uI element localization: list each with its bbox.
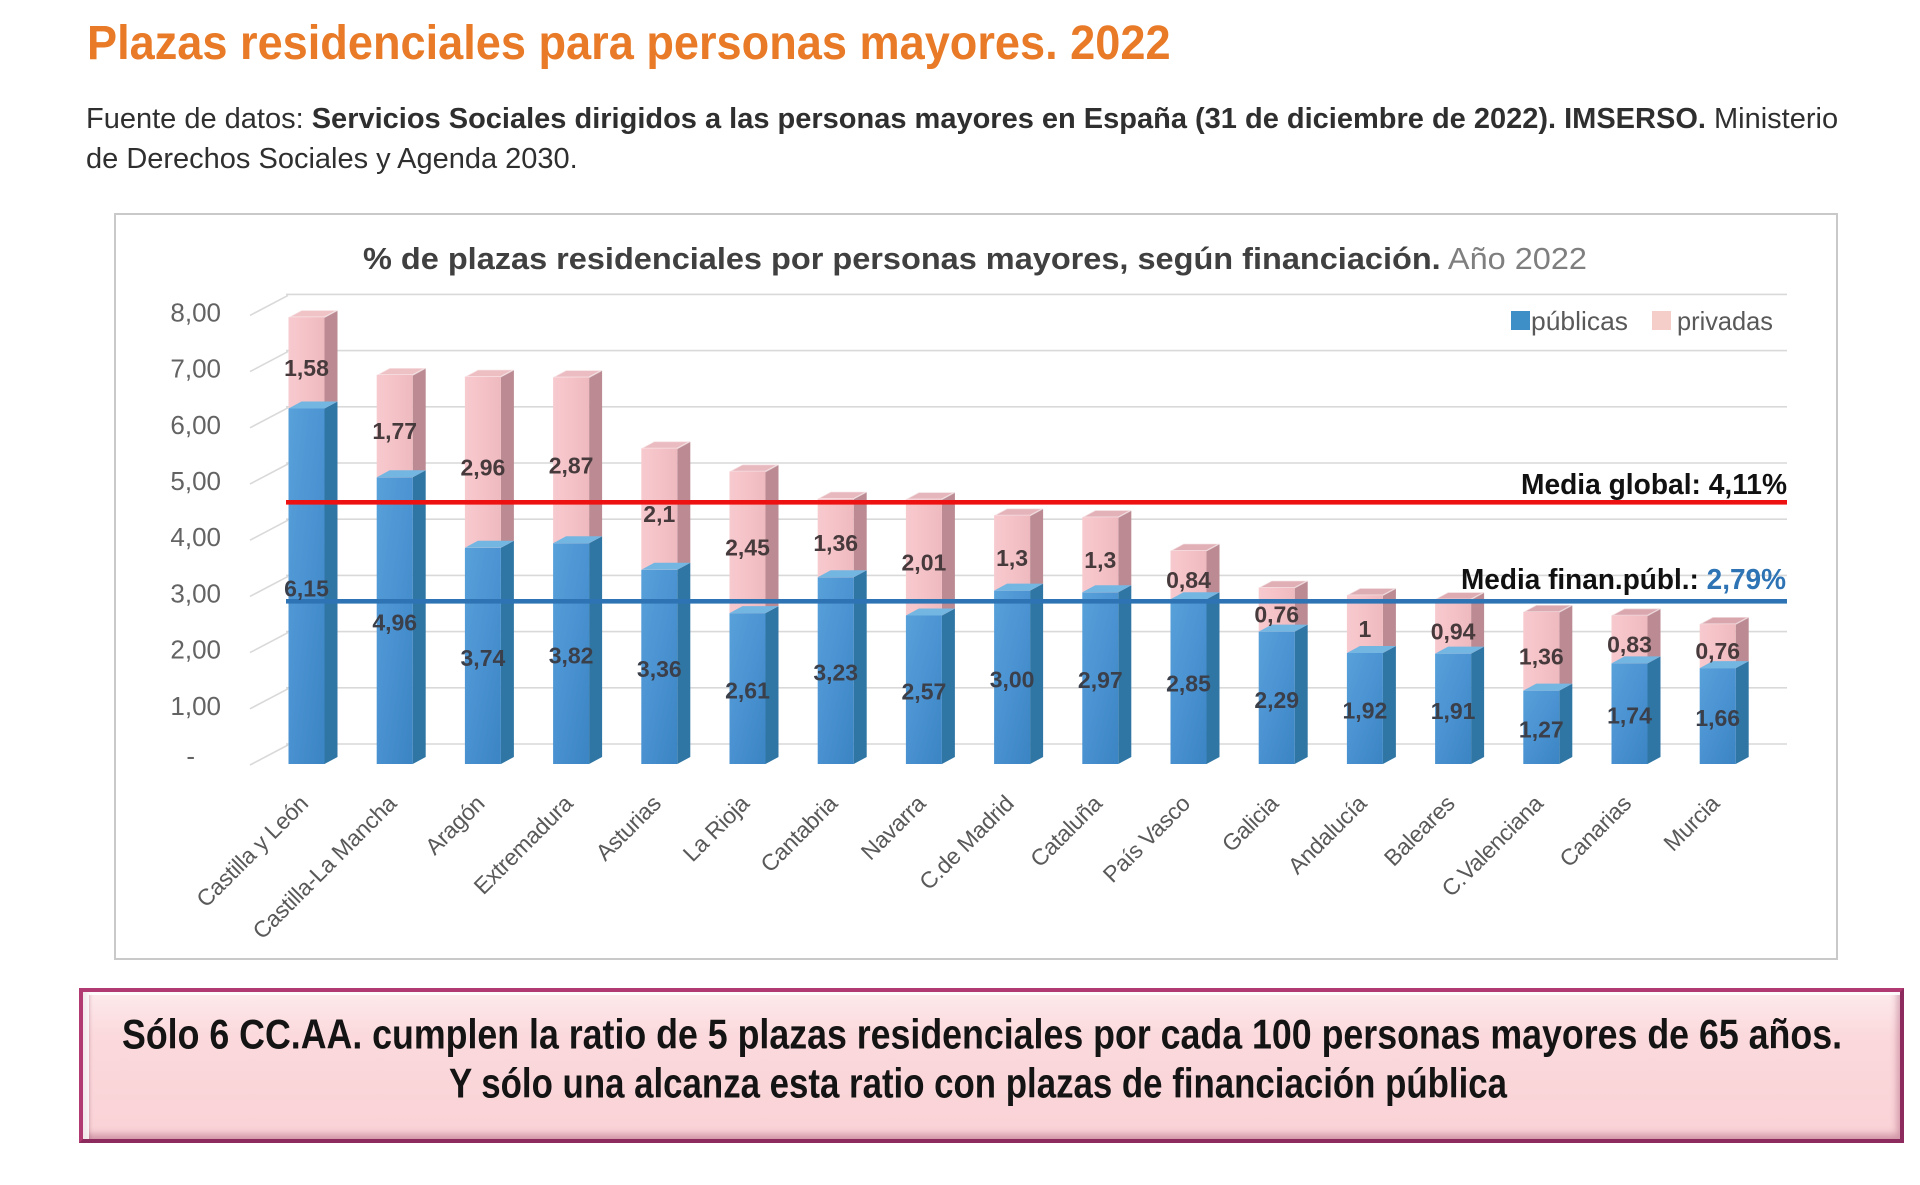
svg-text:1,77: 1,77 <box>372 418 417 444</box>
svg-text:2,96: 2,96 <box>461 454 506 480</box>
svg-text:2,61: 2,61 <box>725 678 770 704</box>
svg-text:1,36: 1,36 <box>813 530 858 556</box>
svg-text:3,00: 3,00 <box>990 666 1035 692</box>
svg-text:1,3: 1,3 <box>1084 547 1116 573</box>
svg-text:6,00: 6,00 <box>170 410 221 440</box>
svg-text:1,74: 1,74 <box>1607 703 1652 729</box>
svg-text:0,76: 0,76 <box>1254 602 1299 628</box>
svg-text:6,15: 6,15 <box>284 575 329 601</box>
svg-text:Sólo 6 CC.AA. cumplen la ratio: Sólo 6 CC.AA. cumplen la ratio de 5 plaz… <box>122 1011 1842 1058</box>
svg-text:2,85: 2,85 <box>1166 671 1211 697</box>
svg-text:Media global: 4,11%: Media global: 4,11% <box>1521 469 1787 501</box>
svg-text:públicas: públicas <box>1531 306 1628 336</box>
svg-text:7,00: 7,00 <box>170 354 221 384</box>
svg-text:2,87: 2,87 <box>549 452 594 478</box>
svg-text:1,92: 1,92 <box>1343 698 1388 724</box>
svg-text:Media finan.públ.: 2,79%: Media finan.públ.: 2,79% <box>1461 564 1786 596</box>
svg-text:3,00: 3,00 <box>170 578 221 608</box>
svg-text:-: - <box>186 741 195 771</box>
svg-text:5,00: 5,00 <box>170 466 221 496</box>
svg-text:privadas: privadas <box>1677 306 1773 336</box>
svg-text:3,74: 3,74 <box>461 645 506 671</box>
svg-text:4,96: 4,96 <box>372 610 417 636</box>
svg-text:1,3: 1,3 <box>996 545 1028 571</box>
svg-text:1,66: 1,66 <box>1695 705 1740 731</box>
svg-text:1,91: 1,91 <box>1431 698 1476 724</box>
svg-text:1,36: 1,36 <box>1519 643 1564 669</box>
svg-text:0,83: 0,83 <box>1607 631 1652 657</box>
svg-text:3,23: 3,23 <box>813 660 858 686</box>
svg-text:2,01: 2,01 <box>902 549 947 575</box>
svg-text:2,97: 2,97 <box>1078 667 1123 693</box>
svg-text:1,58: 1,58 <box>284 355 329 381</box>
svg-text:0,76: 0,76 <box>1695 638 1740 664</box>
svg-text:0,94: 0,94 <box>1431 618 1476 644</box>
svg-text:% de plazas residenciales por: % de plazas residenciales por personas m… <box>363 242 1587 276</box>
svg-text:2,1: 2,1 <box>643 501 675 527</box>
svg-text:0,84: 0,84 <box>1166 567 1211 593</box>
svg-text:1: 1 <box>1359 616 1372 642</box>
svg-text:1,00: 1,00 <box>170 691 221 721</box>
svg-text:2,00: 2,00 <box>170 635 221 665</box>
svg-text:1,27: 1,27 <box>1519 716 1564 742</box>
svg-text:2,45: 2,45 <box>725 534 770 560</box>
svg-text:Y sólo una alcanza esta ratio: Y sólo una alcanza esta ratio con plazas… <box>449 1060 1508 1107</box>
svg-text:4,00: 4,00 <box>170 522 221 552</box>
svg-text:3,36: 3,36 <box>637 656 682 682</box>
svg-text:2,29: 2,29 <box>1254 687 1299 713</box>
svg-text:2,57: 2,57 <box>902 679 947 705</box>
svg-text:3,82: 3,82 <box>549 643 594 669</box>
svg-text:8,00: 8,00 <box>170 297 221 327</box>
